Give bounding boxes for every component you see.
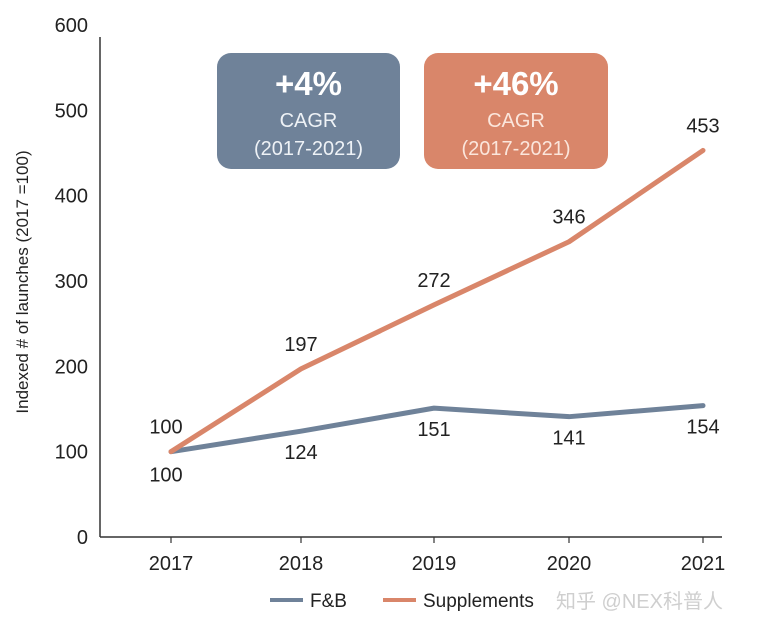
watermark-text: 知乎 @NEX科普人 xyxy=(556,590,723,613)
callout-value: +4% xyxy=(275,65,342,102)
data-point xyxy=(568,241,570,243)
data-point xyxy=(433,407,435,409)
cagr-callouts: +4% CAGR (2017-2021) +46% CAGR (2017-2021) xyxy=(217,53,608,169)
data-label-fb: 154 xyxy=(686,417,719,439)
y-tick-label: 400 xyxy=(55,186,88,208)
data-point xyxy=(170,451,172,453)
y-tick-label: 200 xyxy=(55,356,88,378)
data-point xyxy=(433,304,435,306)
y-tick-label: 500 xyxy=(55,100,88,122)
x-tick-label: 2020 xyxy=(547,553,592,575)
legend-label-1: Supplements xyxy=(423,591,534,612)
cagr-callout-1: +46% CAGR (2017-2021) xyxy=(424,53,608,169)
data-label-fb: 141 xyxy=(552,428,585,450)
data-label-fb: 124 xyxy=(284,442,317,464)
y-axis: 0 100 200 300 400 500 600 xyxy=(55,15,101,549)
data-label-supplements: 272 xyxy=(417,270,450,292)
legend-label-0: F&B xyxy=(310,591,347,612)
data-label-fb: 100 xyxy=(149,465,182,487)
x-tick-label: 2017 xyxy=(149,553,194,575)
data-point xyxy=(702,149,704,151)
callout-label: CAGR xyxy=(280,110,338,132)
x-tick-label: 2021 xyxy=(681,553,726,575)
x-tick-label: 2019 xyxy=(412,553,457,575)
callout-value: +46% xyxy=(473,65,558,102)
callout-period: (2017-2021) xyxy=(462,138,571,160)
x-axis: 2017 2018 2019 2020 2021 xyxy=(100,536,726,575)
data-point xyxy=(300,368,302,370)
y-axis-title: Indexed # of launches (2017 =100) xyxy=(13,150,32,413)
y-tick-label: 600 xyxy=(55,15,88,37)
data-label-supplements: 100 xyxy=(149,417,182,439)
y-tick-label: 100 xyxy=(55,442,88,464)
y-tick-label: 300 xyxy=(55,271,88,293)
data-label-supplements: 453 xyxy=(686,115,719,137)
data-label-supplements: 197 xyxy=(284,334,317,356)
callout-period: (2017-2021) xyxy=(254,138,363,160)
cagr-callout-0: +4% CAGR (2017-2021) xyxy=(217,53,400,169)
y-tick-label: 0 xyxy=(77,527,88,549)
data-label-fb: 151 xyxy=(417,419,450,441)
x-tick-label: 2018 xyxy=(279,553,324,575)
callout-box xyxy=(217,53,400,169)
callout-box xyxy=(424,53,608,169)
data-label-supplements: 346 xyxy=(552,207,585,229)
legend: F&B Supplements xyxy=(270,591,534,612)
data-point xyxy=(300,430,302,432)
callout-label: CAGR xyxy=(487,110,545,132)
data-point xyxy=(568,416,570,418)
data-labels: 100 124 151 141 154 100 197 272 346 453 xyxy=(149,115,719,486)
data-point xyxy=(702,405,704,407)
series-layer xyxy=(168,147,706,455)
